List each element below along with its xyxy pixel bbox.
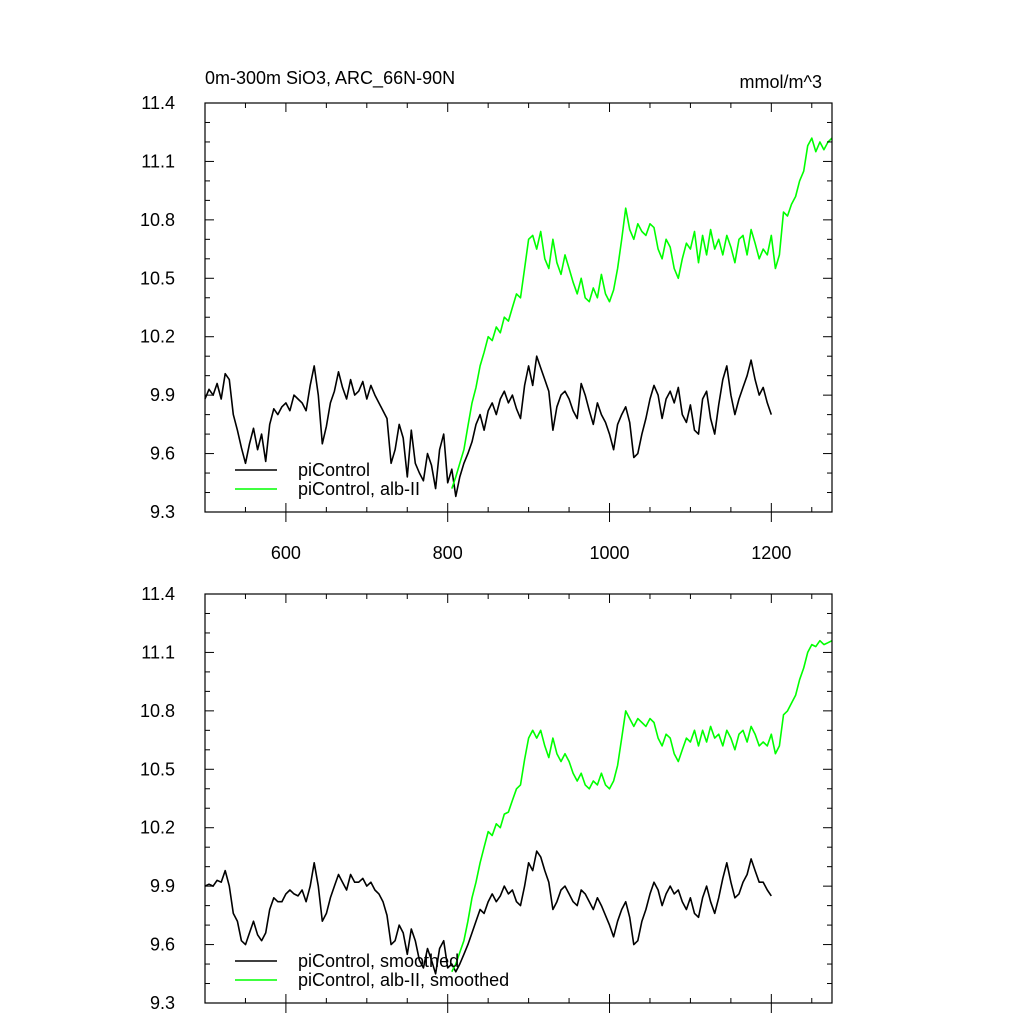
legend-label-1: piControl xyxy=(298,460,370,480)
y-tick-label: 10.8 xyxy=(140,701,175,721)
x-tick-label: 800 xyxy=(433,543,463,563)
y-tick-label: 9.9 xyxy=(150,876,175,896)
y-tick-label: 10.5 xyxy=(140,759,175,779)
legend-label-1: piControl, smoothed xyxy=(298,951,459,971)
y-tick-label: 9.3 xyxy=(150,993,175,1013)
panel-1-series-line-2 xyxy=(451,137,833,489)
panel-2-series-line-1 xyxy=(204,850,772,975)
x-tick-label: 1200 xyxy=(751,543,791,563)
panel-1-series-line-1 xyxy=(204,355,773,498)
units-label: mmol/m^3 xyxy=(740,72,822,92)
y-tick-label: 10.2 xyxy=(140,327,175,347)
y-tick-label: 11.4 xyxy=(141,584,175,604)
y-tick-label: 9.6 xyxy=(150,935,175,955)
y-tick-label: 10.2 xyxy=(140,818,175,838)
y-tick-label: 10.5 xyxy=(140,268,175,288)
y-tick-label: 11.1 xyxy=(141,642,175,662)
x-tick-label: 1000 xyxy=(589,543,629,563)
y-tick-label: 9.9 xyxy=(150,385,175,405)
legend-label-2: piControl, alb-II xyxy=(298,479,420,499)
legend-label-2: piControl, alb-II, smoothed xyxy=(298,970,509,990)
y-tick-label: 10.8 xyxy=(140,210,175,230)
chart-title: 0m-300m SiO3, ARC_66N-90N xyxy=(205,68,455,89)
panel-2-series-line-2 xyxy=(451,639,833,973)
y-tick-label: 11.4 xyxy=(141,93,175,113)
y-tick-label: 9.3 xyxy=(150,502,175,522)
y-tick-label: 9.6 xyxy=(150,444,175,464)
y-tick-label: 11.1 xyxy=(141,151,175,171)
x-tick-label: 600 xyxy=(271,543,301,563)
panel-1-plot-frame xyxy=(204,102,833,513)
panel-2-plot-frame xyxy=(204,593,833,1004)
